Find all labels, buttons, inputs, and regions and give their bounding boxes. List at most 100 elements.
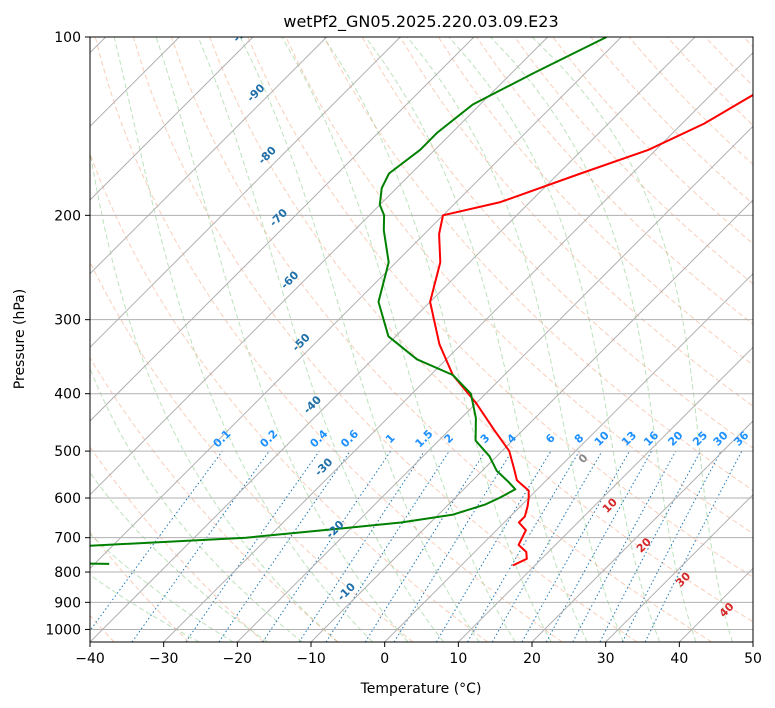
isotherm xyxy=(90,37,622,570)
y-axis: 100 200 300 400 500 600 700 800 900 1000 xyxy=(45,30,90,638)
x-tick-label: −20 xyxy=(223,651,253,667)
moist-adiabat xyxy=(490,37,697,642)
dry-adiabat xyxy=(361,37,753,449)
mixing-ratio-label: 0.1 xyxy=(211,427,234,450)
dry-adiabat xyxy=(90,356,339,642)
profile-series xyxy=(90,37,753,567)
line-labels: -100-90-80-70-60-50-40-30-20-100.1 0.2 0.4… xyxy=(211,16,752,620)
isotherm xyxy=(90,37,254,201)
mixing-ratio-label: 0.6 xyxy=(338,427,361,450)
x-axis: −40 −30 −20 −10 0 10 20 30 40 50 xyxy=(75,642,762,667)
dry-adiabat xyxy=(90,152,488,642)
moist-adiabat xyxy=(365,37,588,642)
moist-adiabat xyxy=(281,37,516,642)
dry-adiabat xyxy=(90,531,190,642)
mixing-ratio-label: 4 xyxy=(504,431,519,446)
mixing-ratio-label: 0.4 xyxy=(307,427,330,450)
y-tick-label: 400 xyxy=(54,387,81,403)
dry-adiabat xyxy=(323,37,753,491)
dry-adiabat xyxy=(94,37,563,642)
y-tick-label: 200 xyxy=(54,208,81,224)
moist-adiabat xyxy=(155,37,409,642)
dry-adiabat xyxy=(90,260,414,642)
y-tick-label: 100 xyxy=(54,30,81,46)
dry-adiabat xyxy=(666,37,753,126)
isotherms xyxy=(90,37,753,642)
isotherm xyxy=(457,346,753,642)
moist-adiabat xyxy=(90,471,268,642)
mixing-ratio-line xyxy=(467,450,580,642)
mixing-ratio-label: 3 xyxy=(478,431,493,446)
moist-adiabat xyxy=(90,149,338,642)
y-tick-label: 700 xyxy=(54,531,81,547)
isotherm xyxy=(90,37,549,496)
isotherm xyxy=(384,272,753,642)
y-tick-label: 900 xyxy=(54,595,81,611)
dry-adiabat xyxy=(171,37,712,642)
dry-adiabat xyxy=(590,37,753,205)
mixing-ratio-line xyxy=(325,450,450,642)
mixing-ratio-label: 1 xyxy=(383,431,398,446)
dry-adiabat-label: -80 xyxy=(256,144,279,167)
dry-adiabat xyxy=(437,37,753,366)
isotherm xyxy=(310,199,753,642)
y-tick-label: 600 xyxy=(54,491,81,507)
profile-line xyxy=(429,93,753,567)
isotherm xyxy=(163,51,753,642)
moist-adiabat-label: 0 xyxy=(576,451,591,466)
moist-adiabat xyxy=(323,37,552,642)
dry-adiabat-label: -10 xyxy=(335,580,358,603)
x-tick-label: 20 xyxy=(523,651,541,667)
mixing-ratio-label: 8 xyxy=(572,431,587,446)
y-tick-label: 1000 xyxy=(45,622,81,638)
mixing-ratio-label: 0.2 xyxy=(257,427,280,450)
moist-adiabat xyxy=(531,37,733,642)
dry-adiabat-label: -100 xyxy=(230,16,259,45)
dry-adiabat xyxy=(132,37,638,642)
y-tick-label: 300 xyxy=(54,313,81,329)
moist-adiabat xyxy=(448,37,661,642)
profile-line xyxy=(90,562,110,565)
isotherm xyxy=(236,125,753,642)
moist-adiabat xyxy=(406,37,624,642)
isotherm xyxy=(90,37,475,422)
mixing-ratio-label: 36 xyxy=(731,428,751,448)
dry-adiabat xyxy=(476,37,753,325)
moist-adiabat xyxy=(239,37,480,642)
y-tick-label: 800 xyxy=(54,565,81,581)
x-tick-label: 40 xyxy=(670,651,688,667)
x-tick-label: 10 xyxy=(449,651,467,667)
moist-adiabat xyxy=(90,367,303,642)
dry-adiabat-label: -50 xyxy=(290,331,313,354)
mixing-ratio-label: 6 xyxy=(543,431,558,446)
isotherm xyxy=(90,37,401,349)
pressure-gridlines xyxy=(90,37,753,630)
dry-adiabat-label: -40 xyxy=(301,393,324,416)
isotherm xyxy=(90,37,328,275)
dry-adiabat xyxy=(514,37,753,285)
profile-line xyxy=(90,37,608,547)
y-tick-label: 500 xyxy=(54,444,81,460)
dry-adiabat xyxy=(704,37,753,87)
dry-adiabat-label: -70 xyxy=(267,206,290,229)
moist-adiabat xyxy=(90,574,200,642)
dry-adiabat-label: -60 xyxy=(278,268,301,291)
plot-frame xyxy=(89,36,754,643)
dry-adiabat xyxy=(90,446,264,642)
dry-adiabat xyxy=(209,37,753,623)
y-axis-label: Pressure (hPa) xyxy=(12,289,28,389)
dry-adiabat-label: -30 xyxy=(312,455,335,478)
isotherm xyxy=(605,493,753,642)
moist-adiabat xyxy=(90,533,234,642)
dry-adiabat-label: -90 xyxy=(244,81,267,104)
isotherm xyxy=(531,420,753,642)
dry-adiabats xyxy=(90,37,753,642)
x-tick-label: 0 xyxy=(380,651,389,667)
dry-adiabat xyxy=(247,37,753,578)
mixing-ratio-line xyxy=(262,450,392,642)
moist-adiabat xyxy=(197,37,444,642)
dry-adiabat xyxy=(285,37,753,535)
mixing-ratio-line xyxy=(298,450,425,642)
x-tick-label: −10 xyxy=(296,651,326,667)
